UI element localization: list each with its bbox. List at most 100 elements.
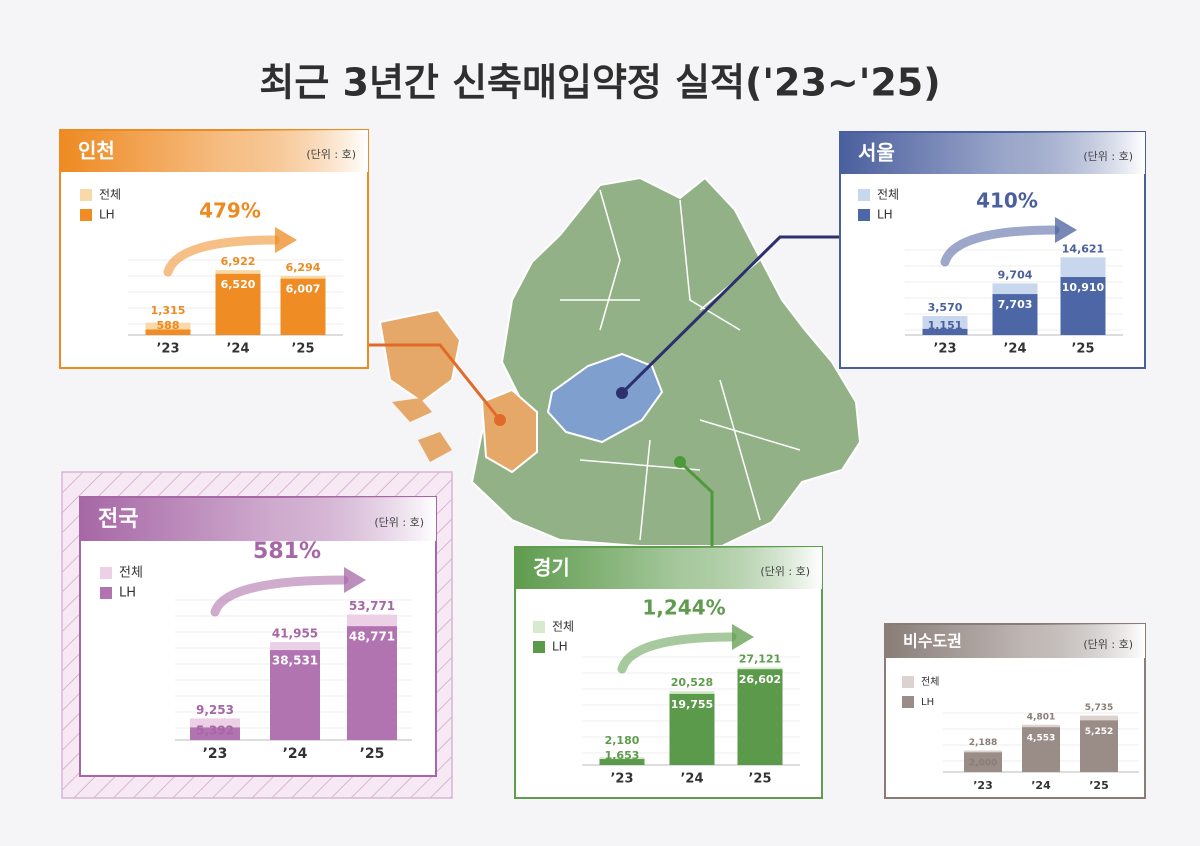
x-tick-label: ’24 bbox=[1031, 779, 1051, 792]
panel-header bbox=[60, 130, 368, 172]
lh-value-label: 10,910 bbox=[1062, 281, 1105, 294]
x-tick-label: ’25 bbox=[748, 772, 771, 787]
unit-label: (단위 : 호) bbox=[760, 565, 810, 578]
panel-header bbox=[515, 547, 822, 589]
unit-label: (단위 : 호) bbox=[306, 148, 356, 161]
total-value-label: 1,315 bbox=[151, 304, 186, 317]
lh-bar bbox=[922, 328, 968, 335]
x-tick-label: ’23 bbox=[933, 342, 956, 357]
lh-bar bbox=[347, 626, 397, 740]
lh-bar bbox=[737, 669, 783, 765]
lh-value-label: 7,703 bbox=[998, 298, 1033, 311]
leader-dot bbox=[674, 456, 686, 468]
lh-bar bbox=[280, 278, 326, 335]
incheon-islands bbox=[378, 308, 462, 404]
x-tick-label: ’24 bbox=[680, 772, 703, 787]
incheon-islands bbox=[392, 398, 432, 422]
incheon-islands bbox=[418, 432, 452, 462]
total-value-label: 3,570 bbox=[928, 301, 963, 314]
growth-label: 1,244% bbox=[642, 596, 725, 620]
lh-bar bbox=[599, 759, 645, 765]
unit-label: (단위 : 호) bbox=[1083, 638, 1133, 651]
lh-bar bbox=[992, 294, 1038, 335]
panel-header bbox=[80, 497, 436, 541]
legend-label: 전체 bbox=[552, 620, 574, 634]
growth-arrow bbox=[940, 225, 1060, 267]
leader-dot bbox=[616, 387, 628, 399]
panel-title: 경기 bbox=[533, 556, 570, 580]
total-value-label: 5,735 bbox=[1085, 703, 1113, 713]
lh-bar bbox=[190, 727, 240, 740]
total-value-label: 4,801 bbox=[1027, 712, 1055, 722]
lh-bar bbox=[1080, 720, 1118, 772]
legend-swatch bbox=[533, 641, 545, 653]
growth-label: 410% bbox=[976, 189, 1038, 213]
total-value-label: 2,180 bbox=[605, 734, 640, 747]
leader-dot bbox=[494, 414, 506, 426]
total-value-label: 9,704 bbox=[998, 268, 1033, 281]
legend-swatch bbox=[902, 696, 914, 708]
growth-arrowhead bbox=[275, 227, 297, 253]
legend-label: 전체 bbox=[119, 566, 143, 581]
unit-label: (단위 : 호) bbox=[1083, 150, 1133, 163]
lh-value-label: 588 bbox=[157, 319, 180, 332]
panel-title: 서울 bbox=[858, 141, 895, 165]
lh-value-label: 19,755 bbox=[671, 698, 713, 711]
total-value-label: 14,621 bbox=[1062, 242, 1104, 255]
total-value-label: 53,771 bbox=[349, 599, 395, 613]
legend-label: LH bbox=[921, 697, 934, 708]
growth-label: 581% bbox=[253, 539, 321, 564]
lh-bar bbox=[145, 329, 191, 335]
lh-value-label: 1,653 bbox=[605, 749, 640, 762]
x-tick-label: ’25 bbox=[291, 342, 314, 357]
lh-bar bbox=[215, 273, 261, 335]
x-tick-label: ’25 bbox=[360, 746, 385, 762]
map bbox=[368, 176, 862, 547]
lh-bar bbox=[270, 650, 320, 740]
x-tick-label: ’25 bbox=[1071, 342, 1094, 357]
legend-label: 전체 bbox=[877, 188, 899, 202]
lh-value-label: 5,252 bbox=[1085, 727, 1113, 737]
lh-value-label: 6,007 bbox=[286, 283, 321, 296]
total-value-label: 20,528 bbox=[671, 676, 713, 689]
legend-swatch bbox=[533, 621, 545, 633]
total-value-label: 9,253 bbox=[196, 703, 234, 717]
lh-value-label: 48,771 bbox=[349, 630, 395, 644]
total-value-label: 2,188 bbox=[969, 738, 997, 748]
lh-bar bbox=[1022, 727, 1060, 772]
legend-swatch bbox=[858, 189, 870, 201]
legend-swatch bbox=[80, 209, 92, 221]
x-tick-label: ’24 bbox=[283, 746, 308, 762]
legend-label: LH bbox=[119, 586, 136, 601]
lh-value-label: 4,553 bbox=[1027, 734, 1055, 744]
growth-arrow bbox=[617, 632, 737, 674]
total-value-label: 27,121 bbox=[739, 652, 781, 665]
growth-arrow bbox=[210, 575, 349, 617]
leader-line bbox=[620, 235, 840, 395]
panel-title: 전국 bbox=[98, 507, 138, 532]
lh-value-label: 38,531 bbox=[272, 654, 318, 668]
incheon-region bbox=[480, 388, 538, 474]
unit-label: (단위 : 호) bbox=[374, 516, 424, 529]
panel-header bbox=[885, 624, 1145, 658]
lh-bar bbox=[669, 693, 715, 765]
x-tick-label: ’23 bbox=[973, 779, 993, 792]
legend-swatch bbox=[100, 567, 112, 579]
lh-value-label: 6,520 bbox=[221, 278, 256, 291]
seoul-region bbox=[546, 352, 664, 444]
growth-arrowhead bbox=[344, 567, 366, 593]
legend-label: 전체 bbox=[921, 676, 939, 688]
legend-swatch bbox=[858, 209, 870, 221]
legend-swatch bbox=[902, 676, 914, 688]
legend-swatch bbox=[100, 587, 112, 599]
x-tick-label: ’24 bbox=[226, 342, 249, 357]
lh-value-label: 5,392 bbox=[196, 724, 234, 738]
x-tick-label: ’23 bbox=[156, 342, 179, 357]
total-value-label: 6,294 bbox=[286, 261, 321, 274]
panel-header bbox=[840, 132, 1145, 174]
lh-value-label: 26,602 bbox=[739, 673, 781, 686]
panel-title: 인천 bbox=[78, 139, 115, 163]
leader-line bbox=[678, 460, 714, 547]
legend-label: LH bbox=[99, 208, 115, 222]
